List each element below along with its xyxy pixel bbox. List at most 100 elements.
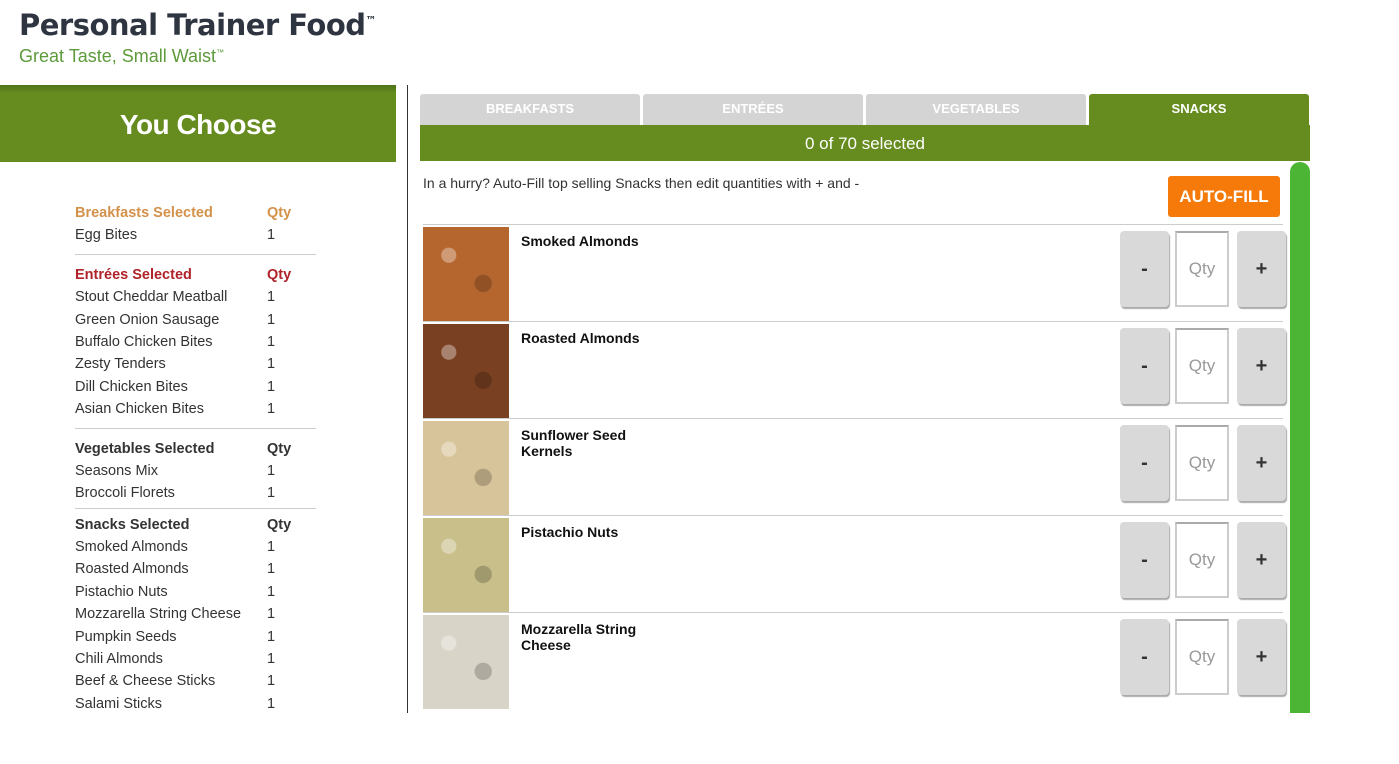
summary-group-header: Snacks Selected Qty (75, 514, 316, 536)
summary-item: Smoked Almonds 1 (75, 536, 316, 558)
item-qty: 1 (267, 333, 276, 350)
summary-group: Snacks Selected Qty Smoked Almonds 1 Roasted… (75, 514, 316, 716)
quantity-input[interactable]: Qty (1175, 328, 1229, 404)
summary-item: Pistachio Nuts 1 (75, 581, 316, 603)
summary-item: Salami Sticks 1 (75, 693, 316, 715)
product-image (423, 324, 509, 418)
item-name: Mozzarella String Cheese (75, 606, 242, 623)
increment-button[interactable]: + (1237, 425, 1286, 501)
item-name: Salami Sticks (75, 695, 163, 712)
decrement-button[interactable]: - (1120, 425, 1169, 501)
summary-item: Stout Cheddar Meatball 1 (75, 286, 316, 308)
category-tabs: BREAKFASTS ENTRÉES VEGETABLES SNACKS (420, 94, 1309, 125)
item-qty: 1 (267, 539, 276, 556)
summary-group-header: Entrées Selected Qty (75, 264, 316, 286)
product-list: Smoked Almonds - Qty + Roasted Almonds - Qty + S… (423, 224, 1286, 709)
product-image (423, 227, 509, 321)
tab-entrees[interactable]: ENTRÉES (643, 94, 863, 125)
decrement-button[interactable]: - (1120, 328, 1169, 404)
summary-group: Breakfasts Selected Qty Egg Bites 1 (75, 202, 316, 255)
item-qty: 1 (267, 401, 276, 418)
decrement-button[interactable]: - (1120, 522, 1169, 598)
qty-label: Qty (267, 205, 292, 221)
quantity-input[interactable]: Qty (1175, 231, 1229, 307)
summary-group-header: Breakfasts Selected Qty (75, 202, 316, 224)
item-qty: 1 (267, 311, 276, 328)
qty-label: Qty (267, 516, 292, 533)
summary-item: Broccoli Florets 1 (75, 482, 316, 504)
summary-item: Chili Almonds 1 (75, 648, 316, 670)
item-qty: 1 (267, 673, 276, 690)
increment-button[interactable]: + (1237, 328, 1286, 404)
summary-item: Egg Bites 1 (75, 224, 316, 246)
item-qty: 1 (267, 289, 276, 306)
item-qty: 1 (267, 227, 276, 244)
product-row: Pistachio Nuts - Qty + (423, 515, 1286, 612)
item-qty: 1 (267, 462, 276, 479)
product-row: Smoked Almonds - Qty + (423, 224, 1286, 321)
tab-breakfasts[interactable]: BREAKFASTS (420, 94, 640, 125)
summary-group-header: Vegetables Selected Qty (75, 438, 316, 460)
item-name: Buffalo Chicken Bites (75, 333, 213, 350)
logo[interactable]: Personal Trainer Food™ Great Taste, Smal… (19, 8, 377, 67)
increment-button[interactable]: + (1237, 522, 1286, 598)
autofill-hint: In a hurry? Auto-Fill top selling Snacks… (423, 175, 860, 191)
trademark: ™ (216, 48, 225, 57)
item-name: Dill Chicken Bites (75, 378, 188, 395)
item-qty: 1 (267, 378, 276, 395)
item-name: Broccoli Florets (75, 485, 175, 502)
you-choose-header: You Choose (0, 85, 396, 162)
item-qty: 1 (267, 695, 276, 712)
item-name: Beef & Cheese Sticks (75, 673, 216, 690)
selected-count: 0 of 70 selected (420, 125, 1310, 161)
item-name: Egg Bites (75, 227, 138, 244)
summary-item: Mozzarella String Cheese 1 (75, 603, 316, 625)
item-name: Roasted Almonds (75, 561, 189, 578)
autofill-button[interactable]: AUTO-FILL (1168, 176, 1280, 217)
tab-snacks[interactable]: SNACKS (1089, 94, 1309, 125)
logo-title: Personal Trainer Food (19, 8, 366, 42)
product-row: Roasted Almonds - Qty + (423, 321, 1286, 418)
quantity-input[interactable]: Qty (1175, 522, 1229, 598)
group-title: Entrées Selected (75, 266, 192, 283)
item-qty: 1 (267, 606, 276, 623)
tab-vegetables[interactable]: VEGETABLES (866, 94, 1086, 125)
product-name: Smoked Almonds (521, 233, 639, 249)
group-title: Vegetables Selected (75, 440, 215, 457)
group-title: Breakfasts Selected (75, 205, 213, 221)
summary-item: Buffalo Chicken Bites 1 (75, 331, 316, 353)
product-image (423, 615, 509, 709)
item-qty: 1 (267, 583, 276, 600)
summary-item: Green Onion Sausage 1 (75, 309, 316, 331)
item-qty: 1 (267, 561, 276, 578)
item-name: Green Onion Sausage (75, 311, 220, 328)
item-qty: 1 (267, 356, 276, 373)
summary-item: Dill Chicken Bites 1 (75, 376, 316, 398)
summary-item: Beef & Cheese Sticks 1 (75, 670, 316, 692)
product-name: Pistachio Nuts (521, 524, 619, 540)
decrement-button[interactable]: - (1120, 619, 1169, 695)
product-image (423, 421, 509, 515)
quantity-input[interactable]: Qty (1175, 619, 1229, 695)
decrement-button[interactable]: - (1120, 231, 1169, 307)
item-name: Seasons Mix (75, 462, 159, 479)
product-row: Mozzarella String Cheese - Qty + (423, 612, 1286, 709)
summary-group: Vegetables Selected Qty Seasons Mix 1 Brocco… (75, 438, 316, 509)
increment-button[interactable]: + (1237, 619, 1286, 695)
item-name: Pumpkin Seeds (75, 628, 177, 645)
qty-label: Qty (267, 440, 292, 457)
summary-item: Roasted Almonds 1 (75, 558, 316, 580)
scrollbar[interactable] (1290, 162, 1310, 713)
summary-group: Entrées Selected Qty Stout Cheddar Meatbal… (75, 264, 316, 429)
summary-item: Zesty Tenders 1 (75, 353, 316, 375)
product-image (423, 518, 509, 612)
product-name: Sunflower Seed Kernels (521, 427, 627, 459)
selection-summary: Breakfasts Selected Qty Egg Bites 1 Entrées … (75, 202, 316, 715)
item-name: Pistachio Nuts (75, 583, 168, 600)
increment-button[interactable]: + (1237, 231, 1286, 307)
product-name: Mozzarella String Cheese (521, 621, 637, 653)
trademark: ™ (365, 14, 377, 27)
item-qty: 1 (267, 651, 276, 668)
quantity-input[interactable]: Qty (1175, 425, 1229, 501)
item-qty: 1 (267, 628, 276, 645)
